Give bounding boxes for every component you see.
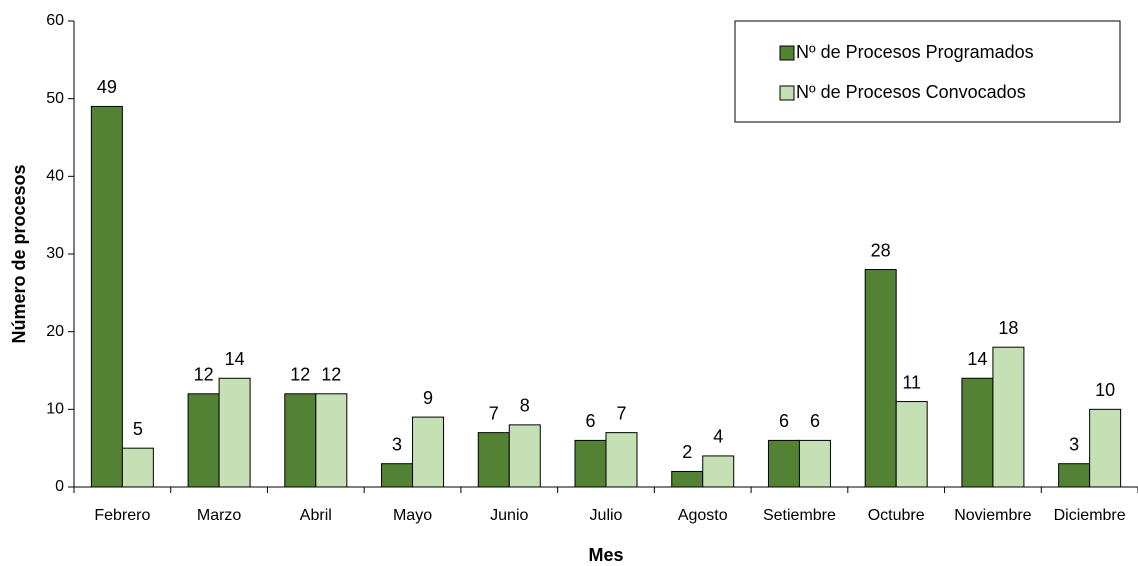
legend-swatch (779, 45, 795, 61)
bar (187, 393, 220, 488)
y-tick-label: 50 (46, 90, 64, 107)
data-label: 2 (682, 442, 692, 462)
x-tick-label: Noviembre (954, 507, 1031, 524)
bar (864, 269, 897, 488)
bar (412, 416, 445, 488)
bar (508, 424, 541, 488)
data-label: 12 (321, 365, 341, 385)
bar (1089, 408, 1122, 488)
bar (992, 346, 1025, 488)
data-label: 14 (225, 349, 245, 369)
data-label: 49 (97, 77, 117, 97)
bar (798, 439, 831, 488)
x-tick-label: Marzo (197, 507, 242, 524)
data-label: 4 (713, 427, 723, 447)
bar (671, 470, 704, 488)
data-label: 6 (779, 411, 789, 431)
y-tick-label: 40 (46, 168, 64, 185)
data-label: 12 (290, 365, 310, 385)
legend-box (734, 20, 1121, 123)
bar (381, 463, 414, 488)
bar (767, 439, 800, 488)
data-label: 12 (194, 365, 214, 385)
x-tick-label: Setiembre (763, 507, 836, 524)
legend-label: Nº de Procesos Convocados (796, 82, 1026, 102)
data-label: 8 (520, 396, 530, 416)
data-label: 7 (489, 403, 499, 423)
bar (90, 105, 123, 488)
legend-label: Nº de Procesos Programados (796, 42, 1034, 62)
x-tick-label: Junio (490, 507, 528, 524)
bar (605, 432, 638, 488)
data-label: 9 (423, 388, 433, 408)
x-tick-label: Mayo (393, 507, 432, 524)
x-tick-label: Febrero (94, 507, 150, 524)
data-label: 28 (871, 240, 891, 260)
bar (218, 377, 251, 488)
x-tick-label: Agosto (678, 507, 728, 524)
y-tick-label: 20 (46, 323, 64, 340)
x-tick-label: Julio (590, 507, 623, 524)
data-label: 6 (585, 411, 595, 431)
x-axis-label: Mes (588, 545, 623, 565)
bar (121, 447, 154, 488)
bar (702, 455, 735, 488)
bar (477, 432, 510, 488)
bar (315, 393, 348, 488)
x-tick-label: Octubre (868, 507, 925, 524)
y-tick-label: 0 (55, 478, 64, 495)
data-label: 14 (967, 349, 987, 369)
legend-swatch (779, 85, 795, 101)
bar (284, 393, 317, 488)
bar (1058, 463, 1091, 488)
x-tick-label: Abril (300, 507, 332, 524)
data-label: 11 (902, 372, 921, 392)
data-label: 6 (810, 411, 820, 431)
bar (574, 439, 607, 488)
data-label: 18 (998, 318, 1018, 338)
y-tick-label: 30 (46, 245, 64, 262)
y-tick-label: 60 (46, 12, 64, 29)
data-label: 3 (1069, 434, 1079, 454)
data-label: 10 (1095, 380, 1115, 400)
y-axis-label: Número de procesos (9, 164, 29, 343)
data-label: 7 (616, 403, 626, 423)
bar (895, 401, 928, 488)
data-label: 3 (392, 434, 402, 454)
data-label: 5 (133, 419, 143, 439)
bar (961, 377, 994, 488)
x-tick-label: Diciembre (1054, 507, 1126, 524)
y-tick-label: 10 (46, 401, 64, 418)
